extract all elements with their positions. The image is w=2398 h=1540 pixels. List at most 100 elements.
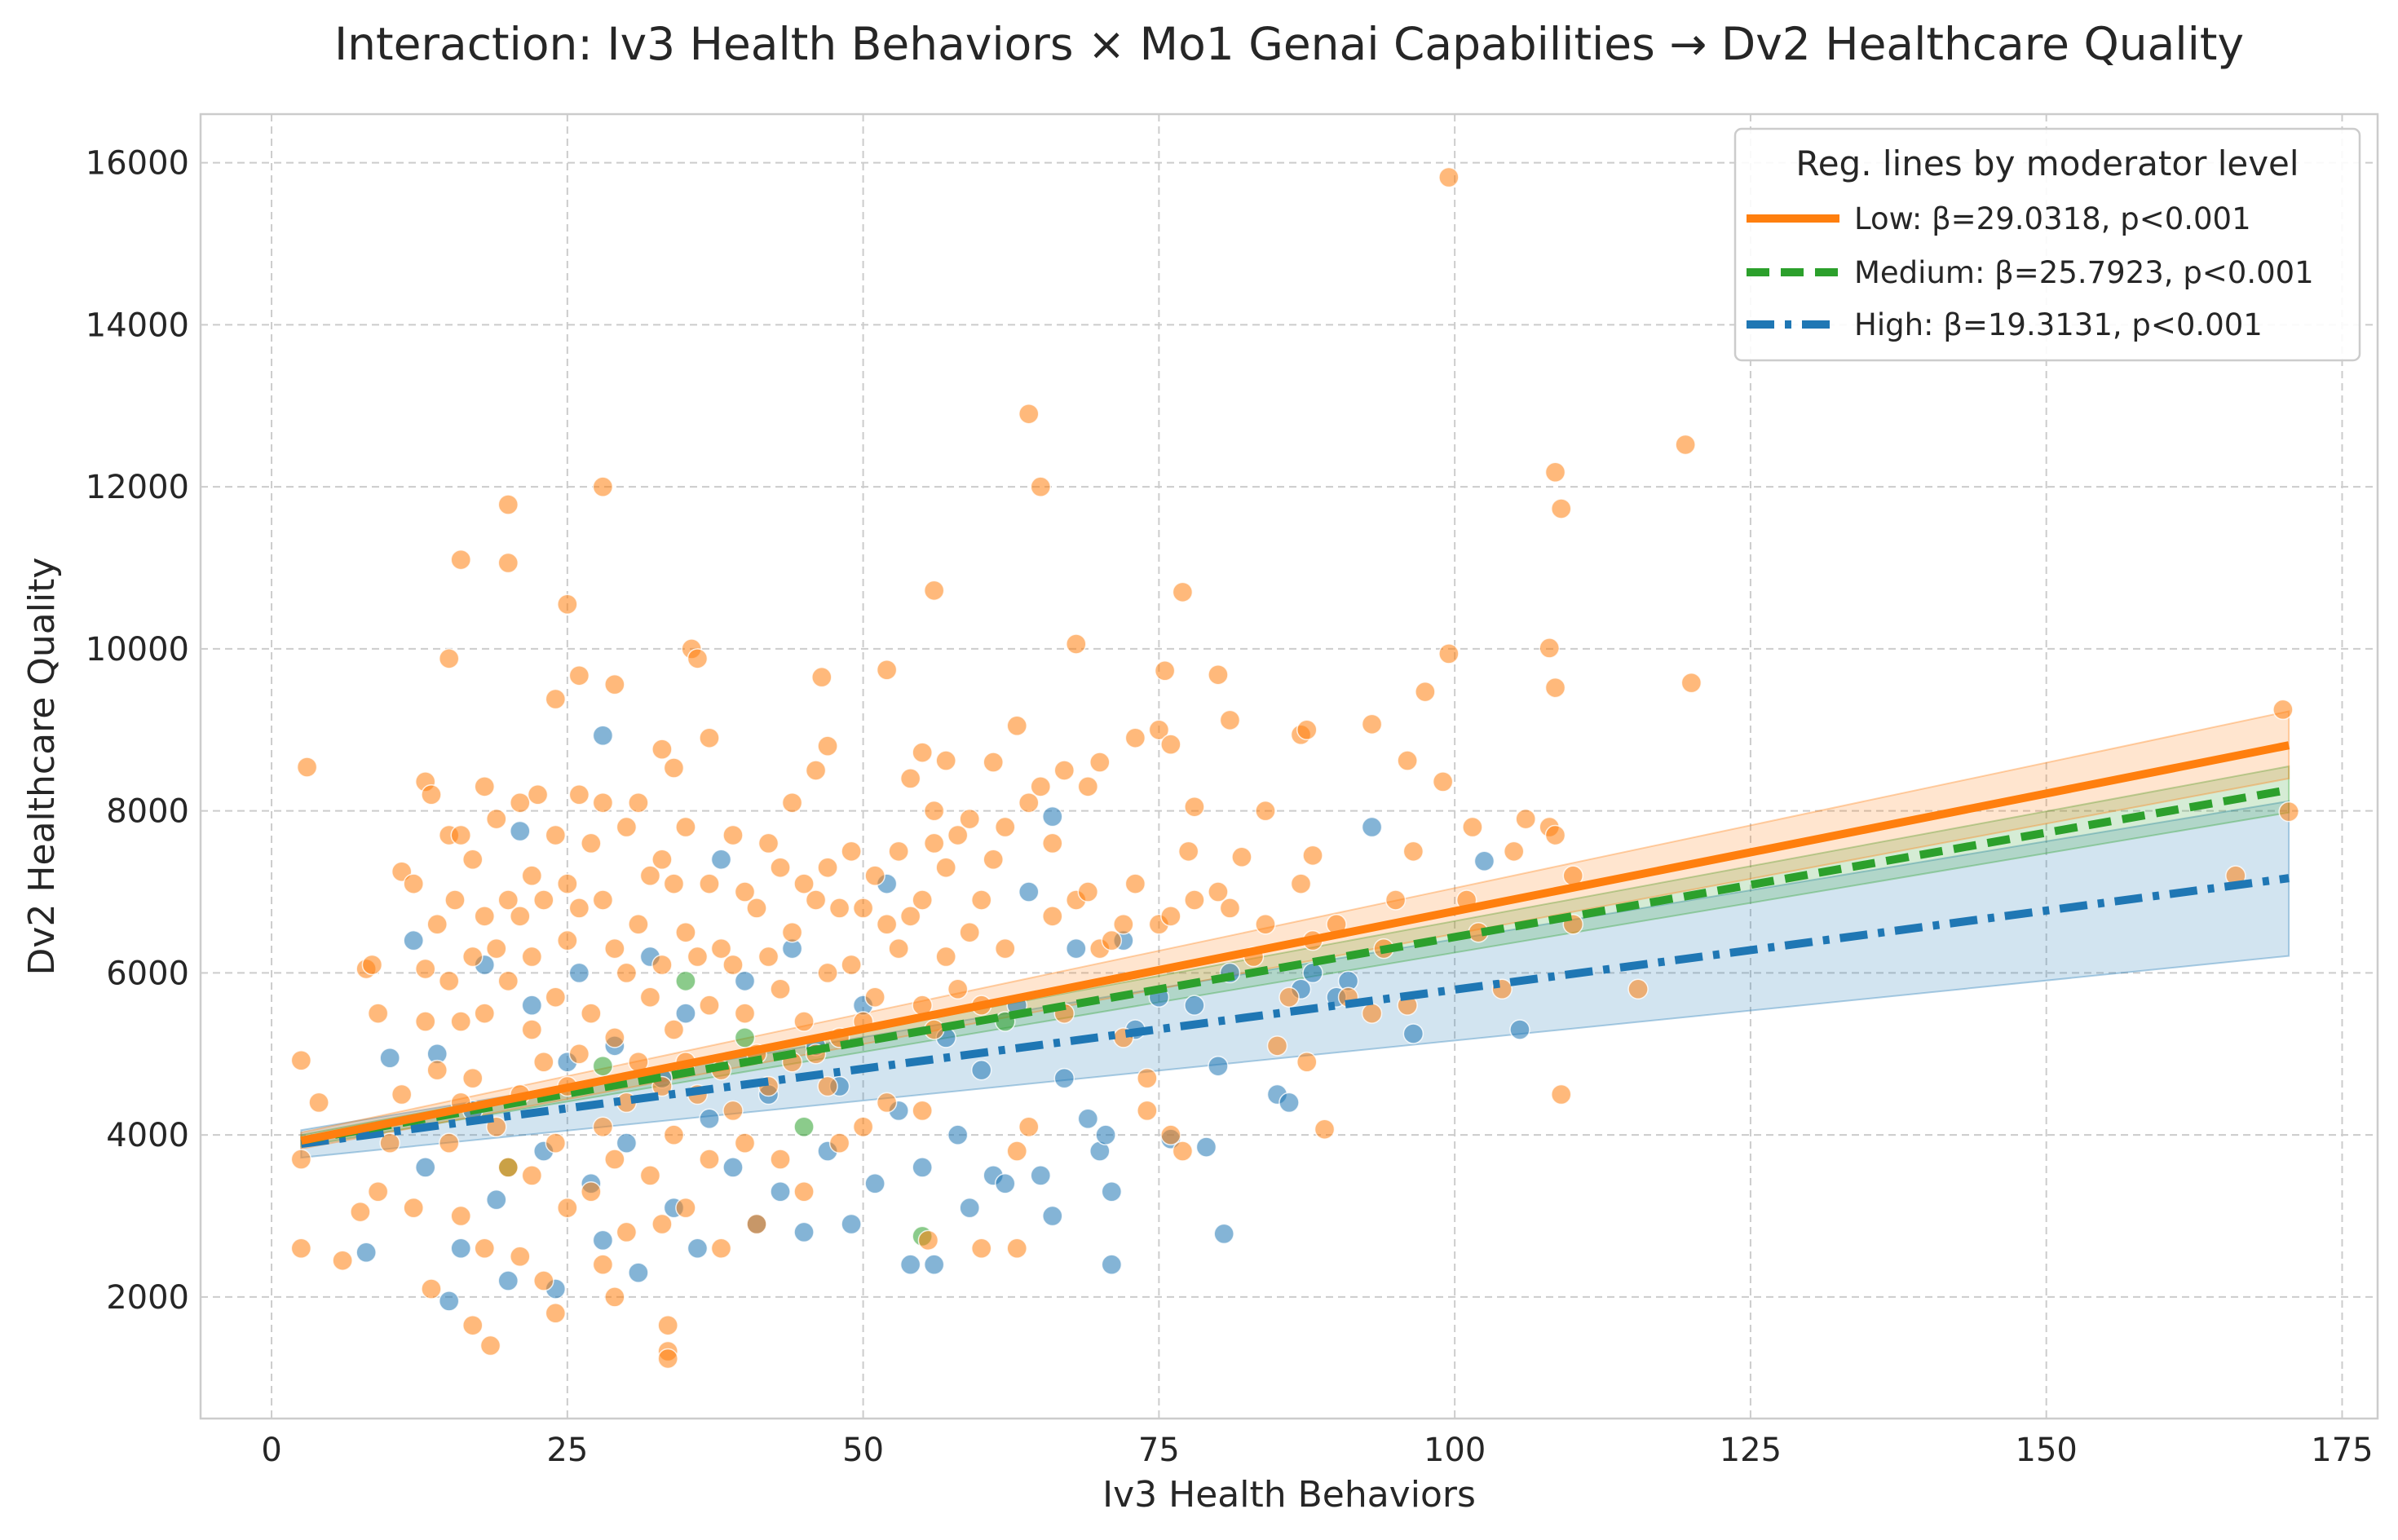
point-low (770, 978, 791, 1000)
point-low (983, 849, 1004, 871)
point-low (510, 1246, 531, 1267)
point-low (527, 784, 549, 805)
point-high (1278, 1092, 1300, 1114)
point-low (497, 552, 519, 574)
scatter-points (290, 166, 2299, 1370)
point-low (1255, 800, 1276, 822)
point-low (1278, 986, 1300, 1008)
point-low (1160, 1124, 1181, 1145)
point-high (1030, 1165, 1052, 1186)
point-low (592, 1116, 614, 1137)
x-axis-label: Iv3 Health Behaviors (1102, 1474, 1476, 1516)
y-tick-label: 14000 (86, 307, 189, 344)
point-low (817, 857, 838, 878)
point-low (828, 898, 850, 919)
point-low (1148, 719, 1170, 741)
point-low (1006, 1238, 1027, 1260)
point-low (1296, 719, 1318, 741)
point-low (474, 906, 496, 927)
point-low (1432, 771, 1454, 792)
point-low (628, 792, 649, 814)
point-low (1124, 873, 1146, 894)
point-low (497, 1157, 519, 1178)
point-high (510, 820, 531, 842)
point-low (462, 849, 484, 871)
point-low (757, 946, 779, 968)
point-low (438, 648, 460, 669)
point-low (687, 648, 709, 669)
point-low (852, 898, 874, 919)
point-medium (734, 1027, 756, 1048)
point-high (568, 962, 590, 984)
point-low (1397, 750, 1418, 771)
point-high (616, 1132, 638, 1154)
point-low (651, 1213, 673, 1235)
legend-entry-medium: Medium: β=25.7923, p<0.001 (1854, 255, 2314, 290)
point-low (817, 735, 838, 757)
point-low (421, 784, 442, 805)
point-low (379, 1132, 400, 1154)
point-low (450, 1011, 471, 1032)
point-low (414, 958, 436, 980)
point-low (450, 549, 471, 571)
point-low (533, 889, 554, 911)
point-low (568, 1044, 590, 1065)
point-low (1208, 881, 1229, 902)
point-low (426, 1059, 448, 1081)
point-low (935, 946, 956, 968)
point-low (557, 873, 578, 894)
point-low (699, 727, 720, 748)
point-low (1154, 660, 1176, 682)
point-high (710, 849, 732, 871)
point-low (290, 1238, 312, 1260)
point-low (332, 1250, 353, 1271)
point-low (852, 1116, 874, 1137)
point-high (438, 1291, 460, 1312)
point-high (1042, 1205, 1063, 1227)
point-low (811, 666, 832, 688)
point-low (616, 816, 638, 838)
point-low (1219, 898, 1241, 919)
point-low (663, 1124, 685, 1145)
point-low (746, 898, 767, 919)
point-low (1184, 796, 1205, 818)
point-low (675, 921, 696, 943)
point-low (734, 1003, 756, 1024)
point-high (864, 1173, 885, 1194)
point-low (675, 1197, 696, 1219)
point-low (1680, 672, 1702, 694)
point-low (592, 792, 614, 814)
point-low (699, 873, 720, 894)
point-high (379, 1048, 400, 1069)
point-low (657, 1314, 678, 1336)
point-low (770, 1149, 791, 1170)
point-low (462, 946, 484, 968)
point-low (1675, 434, 1696, 456)
point-low (497, 970, 519, 992)
point-high (1101, 1254, 1123, 1275)
point-low (1053, 760, 1075, 781)
point-low (888, 938, 909, 960)
point-low (923, 800, 945, 822)
point-low (864, 865, 885, 886)
point-high (1018, 881, 1040, 902)
point-low (1160, 906, 1181, 927)
point-low (462, 1067, 484, 1089)
point-low (604, 1149, 625, 1170)
point-low (1438, 643, 1460, 664)
point-low (947, 824, 969, 846)
point-low (421, 1278, 442, 1300)
point-high (923, 1254, 945, 1275)
point-low (367, 1003, 389, 1024)
point-low (604, 673, 625, 695)
point-low (2278, 801, 2299, 823)
legend-entry-high: High: β=19.3131, p<0.001 (1854, 307, 2263, 342)
point-low (2272, 699, 2294, 721)
point-low (793, 1180, 815, 1202)
point-low (450, 1205, 471, 1227)
point-low (805, 760, 827, 781)
point-low (581, 1180, 602, 1202)
point-low (657, 1348, 678, 1370)
point-low (438, 970, 460, 992)
